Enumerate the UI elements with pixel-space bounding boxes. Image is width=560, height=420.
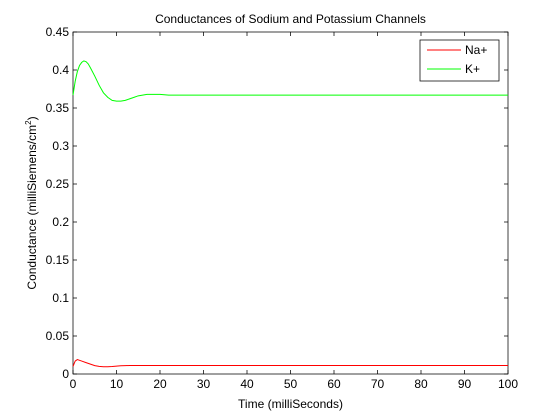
x-tick-label: 30 xyxy=(197,377,211,391)
y-tick-label: 0.3 xyxy=(52,139,69,153)
x-tick-label: 90 xyxy=(458,377,472,391)
x-tick-label: 100 xyxy=(498,377,518,391)
legend-label-na: Na+ xyxy=(465,43,487,57)
series-layer xyxy=(72,60,508,368)
x-tick-label: 60 xyxy=(327,377,341,391)
y-tick-label: 0.35 xyxy=(46,101,70,115)
legend-box xyxy=(419,39,500,82)
series-line-na xyxy=(72,359,508,368)
x-axis-label: Time (milliSeconds) xyxy=(238,397,343,411)
y-axis-ticks: 0 0.05 0.1 0.15 0.2 0.25 0.3 0.35 0.4 0.45 xyxy=(46,25,508,381)
legend: Na+ K+ xyxy=(419,39,500,82)
x-tick-label: 70 xyxy=(371,377,385,391)
x-tick-label: 40 xyxy=(240,377,254,391)
x-axis-ticks: 0 10 20 30 40 50 60 70 80 90 100 xyxy=(70,32,518,391)
y-tick-label: 0 xyxy=(62,367,69,381)
y-tick-label: 0.1 xyxy=(52,291,69,305)
x-tick-label: 80 xyxy=(414,377,428,391)
y-axis-label-superscript: 2 xyxy=(24,120,33,125)
y-axis-label: Conductance (milliSiemens/cm2) xyxy=(24,116,39,289)
y-tick-label: 0.45 xyxy=(46,25,70,39)
y-tick-label: 0.05 xyxy=(46,329,70,343)
x-tick-label: 10 xyxy=(110,377,124,391)
y-axis-label-end: ) xyxy=(25,116,39,120)
legend-label-k: K+ xyxy=(465,62,480,76)
x-tick-label: 20 xyxy=(153,377,167,391)
series-line-k xyxy=(72,60,508,102)
y-tick-label: 0.15 xyxy=(46,253,70,267)
x-tick-label: 50 xyxy=(284,377,298,391)
y-axis-label-main: Conductance (milliSiemens/cm xyxy=(25,125,39,290)
y-tick-label: 0.2 xyxy=(52,215,69,229)
y-tick-label: 0.4 xyxy=(52,63,69,77)
plot-area xyxy=(72,31,509,375)
x-tick-label: 0 xyxy=(70,377,77,391)
chart-title: Conductances of Sodium and Potassium Cha… xyxy=(155,12,426,26)
y-tick-label: 0.25 xyxy=(46,177,70,191)
